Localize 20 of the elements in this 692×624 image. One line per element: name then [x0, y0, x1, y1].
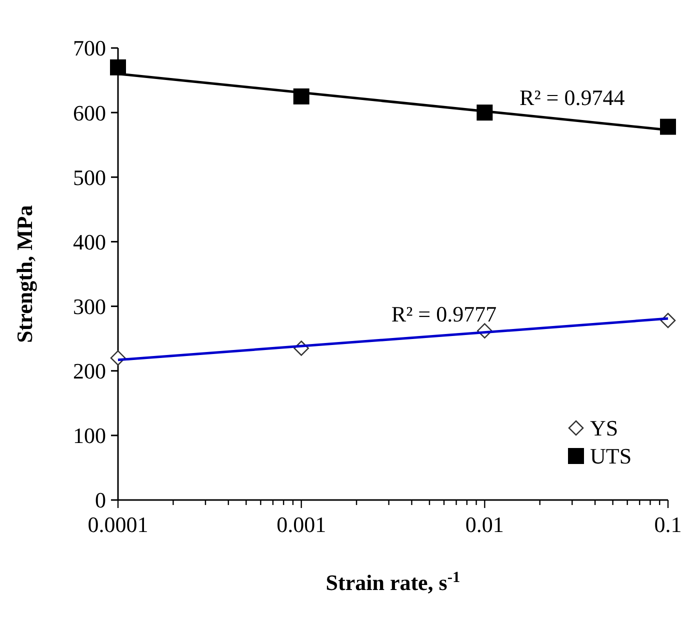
- y-tick-label: 100: [73, 423, 106, 448]
- annotation: R² = 0.9744: [520, 85, 625, 110]
- y-tick-label: 600: [73, 100, 106, 126]
- x-axis-title: Strain rate, s$^{-1}$: [326, 568, 460, 595]
- legend-label: YS: [590, 416, 618, 441]
- x-tick-label: 0.1: [654, 512, 682, 537]
- y-tick-label: 0: [95, 488, 106, 513]
- point: [110, 59, 126, 76]
- legend-label: UTS: [590, 444, 632, 469]
- y-tick-label: 500: [73, 164, 106, 190]
- y-tick-label: 400: [73, 229, 106, 254]
- y-tick-label: 200: [73, 358, 106, 384]
- annotation: R² = 0.9777: [391, 301, 497, 326]
- y-axis-title: Strength, MPa: [12, 205, 37, 343]
- y-tick-label: 700: [73, 36, 106, 61]
- x-tick-label: 0.0001: [88, 512, 148, 537]
- y-tick-label: 300: [73, 294, 106, 319]
- point: [660, 118, 676, 135]
- x-tick-label: 0.001: [276, 512, 326, 537]
- x-tick-label: 0.01: [465, 512, 504, 537]
